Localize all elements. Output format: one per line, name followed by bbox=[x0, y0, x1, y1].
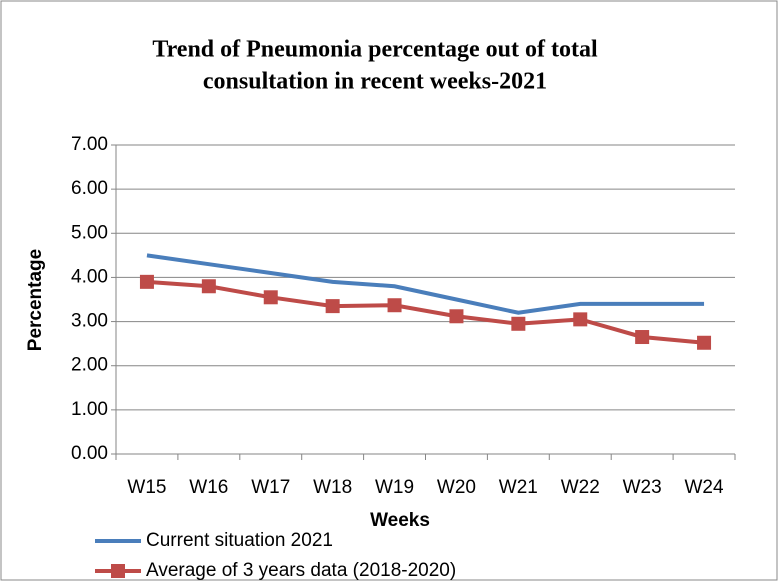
y-tick-label: 0.00 bbox=[71, 443, 108, 464]
x-tick-label: W21 bbox=[499, 477, 538, 498]
x-axis-label: Weeks bbox=[370, 510, 430, 531]
marker bbox=[449, 309, 464, 324]
x-tick-label: W23 bbox=[623, 477, 662, 498]
x-tick-label: W18 bbox=[313, 477, 352, 498]
y-axis-label: Percentage bbox=[25, 249, 46, 351]
series-line bbox=[146, 253, 705, 315]
x-tick-label: W16 bbox=[189, 477, 228, 498]
y-tick-label: 4.00 bbox=[71, 266, 108, 287]
x-tick-label: W22 bbox=[561, 477, 600, 498]
y-tick-label: 5.00 bbox=[71, 222, 108, 243]
y-tick-label: 7.00 bbox=[71, 134, 108, 155]
legend-marker bbox=[111, 564, 125, 578]
marker bbox=[139, 274, 154, 289]
marker bbox=[511, 316, 526, 331]
y-tick-label: 3.00 bbox=[71, 311, 108, 332]
legend-label: Current situation 2021 bbox=[146, 530, 333, 551]
series-line bbox=[146, 279, 705, 345]
chart-title: Trend of Pneumonia percentage out of tot… bbox=[152, 37, 598, 63]
marker bbox=[697, 335, 712, 350]
y-tick-label: 6.00 bbox=[71, 178, 108, 199]
marker bbox=[387, 298, 402, 313]
x-tick-label: W17 bbox=[251, 477, 290, 498]
marker bbox=[201, 279, 216, 294]
marker bbox=[325, 299, 340, 314]
marker bbox=[263, 290, 278, 305]
x-tick-label: W20 bbox=[437, 477, 476, 498]
x-tick-label: W19 bbox=[375, 477, 414, 498]
y-tick-label: 2.00 bbox=[71, 355, 108, 376]
marker bbox=[573, 312, 588, 327]
chart-title: consultation in recent weeks-2021 bbox=[203, 69, 547, 95]
x-tick-label: W15 bbox=[127, 477, 166, 498]
y-tick-label: 1.00 bbox=[71, 399, 108, 420]
legend-label: Average of 3 years data (2018-2020) bbox=[146, 560, 456, 581]
marker bbox=[635, 330, 650, 345]
x-tick-label: W24 bbox=[685, 477, 725, 498]
